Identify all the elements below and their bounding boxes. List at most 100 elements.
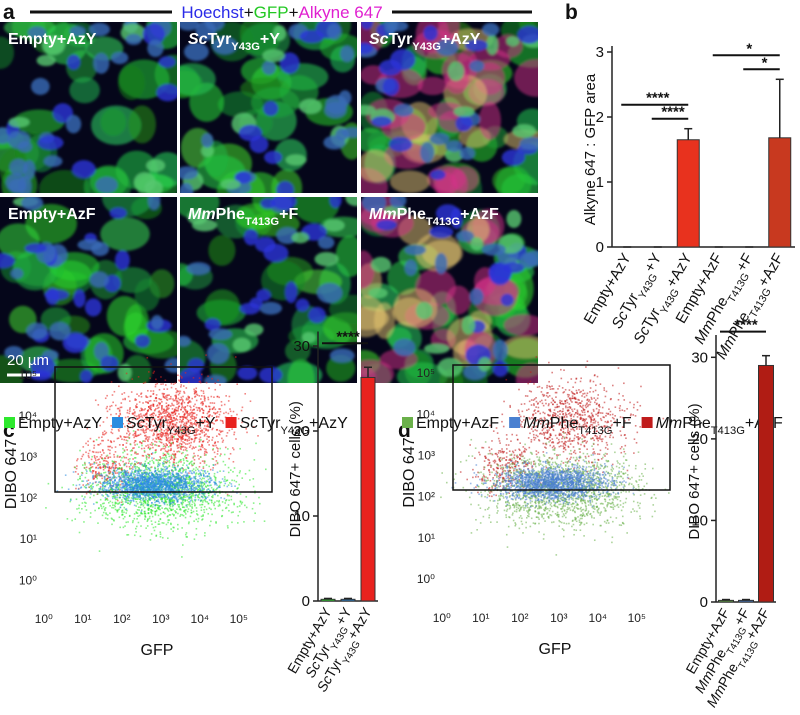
- event: [137, 453, 139, 455]
- nucleus: [276, 181, 294, 199]
- event: [76, 465, 78, 467]
- event: [165, 455, 167, 457]
- event: [173, 480, 175, 482]
- event: [209, 477, 211, 479]
- x-tick-label: 10¹: [74, 612, 91, 626]
- event: [180, 497, 182, 499]
- event: [73, 484, 75, 486]
- event: [199, 482, 201, 484]
- event: [170, 405, 172, 407]
- event: [112, 481, 114, 483]
- event: [188, 501, 190, 503]
- event: [155, 475, 157, 477]
- event: [222, 440, 224, 442]
- event: [137, 515, 139, 517]
- event: [191, 414, 193, 416]
- nucleus: [519, 137, 544, 150]
- event: [176, 410, 178, 412]
- event: [204, 532, 206, 534]
- event: [109, 409, 111, 411]
- event: [102, 466, 104, 468]
- event: [203, 509, 205, 511]
- event: [131, 483, 133, 485]
- event: [181, 480, 183, 482]
- event: [193, 377, 195, 379]
- event: [196, 510, 198, 512]
- event: [143, 505, 145, 507]
- x-tick-label: 10²: [113, 612, 130, 626]
- event: [204, 400, 206, 402]
- event: [77, 473, 79, 475]
- event: [68, 488, 70, 490]
- event: [216, 435, 218, 437]
- event: [175, 517, 177, 519]
- event: [128, 494, 130, 496]
- event: [82, 464, 84, 466]
- nucleus: [389, 137, 412, 152]
- event: [136, 403, 138, 405]
- event: [119, 456, 121, 458]
- event: [177, 419, 179, 421]
- event: [228, 495, 230, 497]
- event: [184, 500, 186, 502]
- event: [100, 456, 102, 458]
- event: [171, 485, 173, 487]
- event: [120, 460, 122, 462]
- event: [94, 455, 96, 457]
- event: [160, 513, 162, 515]
- event: [134, 433, 136, 435]
- nucleus: [25, 243, 47, 253]
- event: [140, 507, 142, 509]
- event: [194, 497, 196, 499]
- nucleus: [486, 34, 498, 55]
- event: [173, 462, 175, 464]
- event: [249, 470, 251, 472]
- nucleus: [469, 288, 483, 305]
- event: [187, 402, 189, 404]
- event: [211, 487, 213, 489]
- event: [196, 407, 198, 409]
- event: [207, 397, 209, 399]
- event: [175, 398, 177, 400]
- event: [185, 409, 187, 411]
- event: [214, 402, 216, 404]
- event: [104, 509, 106, 511]
- event: [234, 485, 236, 487]
- event: [166, 478, 168, 480]
- event: [138, 446, 140, 448]
- event: [145, 499, 147, 501]
- event: [223, 470, 225, 472]
- event: [148, 457, 150, 459]
- event: [122, 399, 124, 401]
- event: [162, 412, 164, 414]
- event: [185, 472, 187, 474]
- event: [245, 496, 247, 498]
- event: [225, 412, 227, 414]
- event: [174, 457, 176, 459]
- event: [158, 464, 160, 466]
- event: [174, 476, 176, 478]
- event: [119, 527, 121, 529]
- event: [200, 437, 202, 439]
- event: [115, 446, 117, 448]
- nucleus: [66, 115, 81, 133]
- event: [136, 466, 138, 468]
- event: [108, 502, 110, 504]
- event: [156, 383, 158, 385]
- nucleus: [111, 52, 128, 64]
- event: [108, 471, 110, 473]
- event: [217, 380, 219, 382]
- event: [156, 441, 158, 443]
- event: [129, 408, 131, 410]
- event: [104, 467, 106, 469]
- event: [184, 511, 186, 513]
- event: [196, 534, 198, 536]
- event: [121, 393, 123, 395]
- event: [138, 395, 140, 397]
- event: [122, 497, 124, 499]
- event: [193, 476, 195, 478]
- event: [86, 472, 88, 474]
- event: [121, 467, 123, 469]
- nucleus: [394, 103, 414, 116]
- event: [172, 464, 174, 466]
